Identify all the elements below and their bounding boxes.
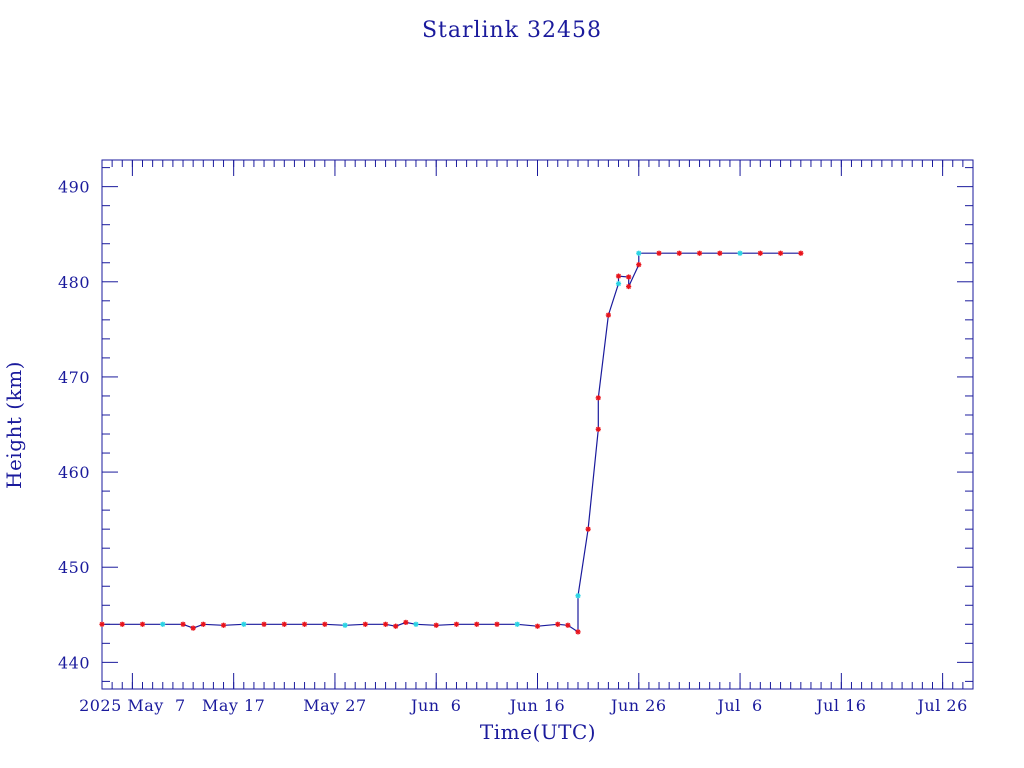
data-point: [180, 621, 186, 627]
data-point: [636, 262, 642, 268]
data-point: [494, 621, 500, 627]
data-point: [220, 622, 227, 628]
data-point: [595, 426, 601, 432]
data-point: [615, 281, 622, 287]
data-point: [261, 621, 267, 627]
data-point: [362, 621, 368, 627]
x-tick-label: Jun 26: [609, 696, 666, 715]
data-point: [626, 283, 632, 290]
y-axis: 440 450 460 470 480 490: [58, 167, 973, 682]
x-tick-label: 2025 May 7: [79, 696, 186, 715]
data-point: [241, 621, 247, 627]
data-point: [160, 621, 166, 627]
data-point: [433, 622, 439, 628]
data-point: [453, 621, 460, 627]
x-axis-title: Time(UTC): [480, 720, 596, 744]
data-point: [474, 621, 480, 627]
y-axis-title: Height (km): [2, 361, 26, 489]
data-point: [281, 621, 287, 627]
data-point: [190, 625, 196, 631]
data-point: [757, 250, 763, 256]
x-axis: 2025 May 7 May 17 May 27 Jun 6 Jun 16 Jun 26 J…: [79, 160, 974, 715]
data-point: [585, 526, 591, 532]
data-point: [636, 250, 642, 256]
plot-frame: [101, 159, 974, 690]
data-point: [119, 621, 125, 627]
data-point: [595, 395, 601, 401]
y-tick-label: 450: [58, 558, 90, 577]
x-tick-label: Jun 6: [409, 696, 461, 715]
data-point: [565, 622, 571, 628]
data-point: [605, 312, 611, 318]
y-tick-label: 490: [58, 178, 90, 197]
data-point: [382, 621, 389, 627]
data-point: [737, 250, 743, 256]
data-point: [575, 629, 581, 635]
data-point: [717, 250, 723, 256]
data-point: [777, 250, 784, 256]
x-tick-label: Jul 16: [814, 696, 866, 715]
data-point: [696, 250, 703, 256]
data-point: [626, 274, 632, 280]
plot-area: [99, 250, 804, 635]
data-point: [656, 250, 662, 256]
data-point: [413, 621, 419, 627]
x-tick-label: Jun 16: [508, 696, 565, 715]
data-point: [615, 273, 622, 279]
data-point: [555, 621, 561, 627]
data-point: [798, 250, 804, 256]
data-point: [200, 621, 206, 627]
y-tick-label: 470: [58, 368, 90, 387]
x-tick-label: May 27: [303, 696, 366, 715]
data-point: [342, 622, 348, 628]
data-point: [534, 623, 541, 629]
data-point: [322, 621, 328, 627]
data-point: [403, 619, 409, 625]
x-tick-label: Jul 6: [715, 696, 762, 715]
data-point: [139, 621, 146, 627]
y-tick-label: 440: [58, 653, 90, 672]
data-point: [99, 621, 105, 627]
series-line: [102, 252, 801, 634]
chart-title: Starlink 32458: [422, 18, 602, 43]
x-tick-label: May 17: [202, 696, 265, 715]
y-tick-label: 480: [58, 273, 90, 292]
y-tick-label: 460: [58, 463, 90, 482]
data-point: [575, 593, 581, 599]
x-tick-label: Jul 26: [915, 696, 967, 715]
data-point: [301, 621, 308, 627]
data-point: [393, 623, 399, 629]
data-point: [676, 250, 682, 256]
data-point: [514, 621, 520, 627]
